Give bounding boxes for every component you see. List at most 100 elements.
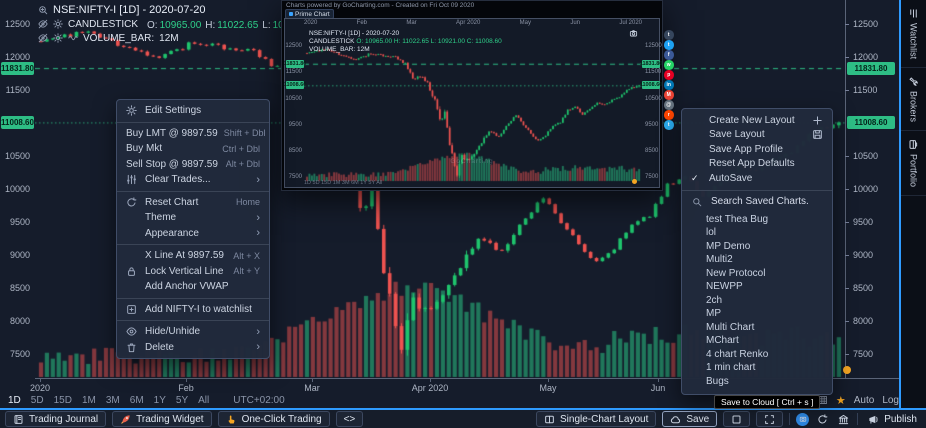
gear-icon[interactable]	[53, 19, 63, 29]
saved-chart-mp-demo[interactable]: MP Demo	[706, 240, 751, 252]
auto-scale-toggle[interactable]: Auto	[853, 394, 875, 406]
share-telegram-icon[interactable]: t	[664, 120, 674, 130]
timeframe-5d[interactable]: 5D	[30, 394, 44, 406]
saved-chart-multi-chart[interactable]: Multi Chart	[706, 321, 755, 333]
menu-item-save-layout[interactable]: Save Layout	[682, 128, 832, 143]
menu-item-add-anchor-vwap[interactable]: Add Anchor VWAP	[145, 281, 229, 293]
gear-icon[interactable]	[53, 33, 63, 43]
sidebar-tab-brokers[interactable]: Brokers	[901, 68, 926, 132]
menu-item-save-app-profile[interactable]: Save App Profile	[709, 143, 783, 155]
refresh-icon	[817, 413, 828, 425]
popup-price-badge: 11831.80	[639, 59, 663, 68]
timeframe-1d[interactable]: 1D	[8, 394, 21, 406]
magnifier-plus-icon[interactable]	[38, 5, 48, 15]
menu-item-reset-app-defaults[interactable]: Reset App Defaults	[709, 158, 795, 170]
saved-chart-test-thea-bug[interactable]: test Thea Bug	[706, 213, 769, 225]
expand-button[interactable]	[756, 411, 784, 427]
saved-chart-1-min-chart[interactable]: 1 min chart	[706, 362, 756, 374]
lock-icon	[126, 266, 137, 277]
right-price-axis[interactable]: 12500 12000 11500 10500 10000 9500 9000 8500 800…	[845, 0, 899, 378]
menu-item-x-line-at-9897-59[interactable]: X Line At 9897.59 Alt + X	[145, 250, 260, 262]
saved-chart-mchart[interactable]: MChart	[706, 335, 739, 347]
menu-item-create-new-layout[interactable]: Create New Layout	[682, 113, 832, 128]
share-reddit-icon[interactable]: r	[664, 110, 674, 120]
timeframe-5y[interactable]: 5Y	[175, 394, 189, 406]
sidebar-tab-portfolio[interactable]: Portfolio	[901, 131, 926, 197]
volume-value: 12M	[159, 32, 179, 44]
timeframe-3m[interactable]: 3M	[105, 394, 120, 406]
single-chart-layout-button[interactable]: Single-Chart Layout	[536, 411, 657, 427]
saved-chart-new-protocol[interactable]: New Protocol	[706, 267, 766, 279]
left-price-axis[interactable]: 12500 12000 11500 10500 10000 9500 9000 8500 800…	[0, 0, 32, 378]
price-tick-label: 9500	[853, 217, 874, 227]
volume-label: VOLUME_BAR:	[83, 32, 155, 44]
menu-item-edit-settings[interactable]: Edit Settings	[117, 103, 269, 119]
saved-chart-lol[interactable]: lol	[706, 227, 717, 239]
saved-charts-search-input[interactable]	[709, 195, 821, 208]
submenu-arrow-icon: ›	[256, 211, 260, 224]
square-button[interactable]	[723, 411, 751, 427]
price-level-badge: 11831.80	[1, 61, 34, 75]
popup-time-tick: Jul 2020	[619, 20, 642, 26]
trading-widget-button[interactable]: Trading Widget	[112, 411, 212, 427]
share-linkedin-icon[interactable]: in	[664, 80, 674, 90]
eye-slash-icon[interactable]	[38, 33, 48, 43]
bank-button[interactable]	[836, 414, 851, 425]
timeframe-1y[interactable]: 1Y	[153, 394, 166, 406]
share-email-icon[interactable]: @	[664, 100, 674, 110]
menu-item-appearance[interactable]: Appearance ›	[145, 227, 260, 240]
timeframe-15d[interactable]: 15D	[53, 394, 72, 406]
menu-item-buy-mkt[interactable]: Buy Mkt Ctrl + Dbl	[126, 143, 260, 155]
chart-preview-popup: Charts powered by GoCharting.com - Creat…	[281, 0, 663, 191]
save-button[interactable]: Save	[662, 411, 718, 427]
list-icon	[908, 8, 919, 19]
time-axis[interactable]: 2020 Feb Mar Apr 2020 May Jun	[0, 378, 899, 394]
eye-slash-icon[interactable]	[38, 19, 48, 29]
menu-item-lock-vertical-line[interactable]: Lock Vertical Line Alt + Y	[117, 264, 269, 280]
favorite-star-icon[interactable]: ★	[835, 394, 846, 407]
share-whatsapp-icon[interactable]: w	[664, 60, 674, 70]
check-icon: ✓	[691, 172, 699, 183]
refresh-button[interactable]	[815, 413, 830, 425]
sidebar-tab-watchlist[interactable]: Watchlist	[901, 0, 926, 69]
timezone-label[interactable]: UTC+02:00	[233, 394, 285, 406]
menu-item-theme[interactable]: Theme ›	[145, 211, 260, 224]
share-gmail-icon[interactable]: M	[664, 90, 674, 100]
trading-journal-button[interactable]: Trading Journal	[5, 411, 107, 427]
menu-item-add-nifty-i-to-watchlist[interactable]: Add NIFTY-I to watchlist	[117, 302, 269, 318]
saved-chart-4-chart-renko[interactable]: 4 chart Renko	[706, 348, 769, 360]
timeframe-6m[interactable]: 6M	[129, 394, 144, 406]
timeframe-1m[interactable]: 1M	[81, 394, 96, 406]
camera-icon[interactable]	[629, 25, 638, 43]
menu-item-clear-trades[interactable]: Clear Trades... ›	[117, 172, 269, 188]
grid-layout-icon[interactable]	[818, 395, 828, 405]
menu-item-hide-unhide[interactable]: Hide/Unhide ›	[117, 324, 269, 340]
share-icons-strip: t t f w p in M @ r t	[664, 30, 674, 130]
menu-item-delete[interactable]: Delete ›	[117, 340, 269, 356]
saved-chart-newpp[interactable]: NEWPP	[706, 281, 743, 293]
floppy-icon	[812, 129, 823, 140]
saved-chart-bugs[interactable]: Bugs	[706, 375, 729, 387]
share-tumblr-icon[interactable]: t	[664, 30, 674, 40]
menu-item-sell-stop-9897-59[interactable]: Sell Stop @ 9897.59 Alt + Dbl	[126, 158, 260, 170]
saved-chart-multi2[interactable]: Multi2	[706, 254, 733, 266]
menu-item-autosave[interactable]: ✓ AutoSave	[691, 172, 753, 184]
camera-circle-button[interactable]	[796, 412, 810, 426]
item-button[interactable]: <>	[335, 411, 364, 427]
popup-time-tick: Mar	[406, 20, 417, 26]
saved-chart-2ch[interactable]: 2ch	[706, 294, 723, 306]
share-facebook-icon[interactable]: f	[664, 50, 674, 60]
one-click-trading-button[interactable]: One-Click Trading	[217, 411, 330, 427]
popup-left-axis: 12500 11500 10500 9500 8500 7500	[285, 43, 302, 181]
saved-chart-mp[interactable]: MP	[706, 308, 721, 320]
share-pinterest-icon[interactable]: p	[664, 70, 674, 80]
publish-button[interactable]: Publish	[864, 413, 921, 426]
menu-item-buy-lmt-9897-59[interactable]: Buy LMT @ 9897.59 Shift + Dbl	[126, 127, 266, 139]
menu-item-reset-chart[interactable]: Reset Chart Home	[117, 195, 269, 211]
time-axis-line	[35, 378, 899, 379]
timeframe-all[interactable]: All	[198, 394, 210, 406]
timeframe-buttons: 1D 5D 15D 1M 3M 6M 1Y 5Y All	[8, 395, 209, 406]
price-tick-label: 11500	[5, 85, 30, 95]
log-scale-toggle[interactable]: Log	[882, 394, 899, 406]
share-twitter-icon[interactable]: t	[664, 40, 674, 50]
